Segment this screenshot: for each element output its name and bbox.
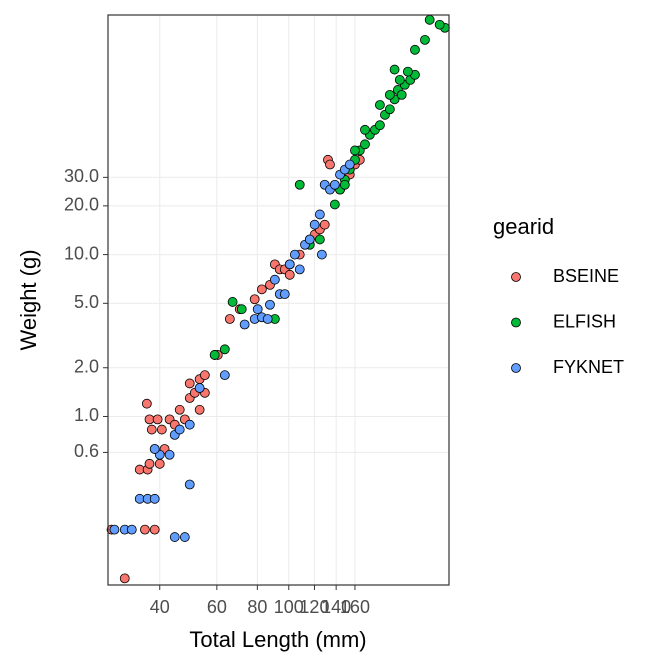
point (350, 145, 360, 156)
point (174, 404, 185, 415)
point (325, 159, 335, 170)
point (420, 34, 430, 45)
point (256, 284, 267, 295)
legend-label: ELFISH (553, 311, 616, 331)
point (146, 424, 157, 435)
panel-border (107, 14, 450, 586)
point (224, 314, 235, 324)
point (314, 209, 325, 220)
points (106, 14, 450, 584)
point (389, 64, 400, 75)
point (424, 14, 435, 25)
point (236, 304, 247, 315)
y-tick-label: 10.0 (64, 243, 99, 263)
point (144, 458, 155, 469)
x-tick-label: 160 (340, 597, 370, 617)
point (227, 297, 238, 307)
y-tick-label: 30.0 (64, 166, 99, 186)
point (344, 159, 355, 170)
point (126, 524, 137, 535)
point (199, 370, 210, 381)
point (269, 274, 280, 285)
point (152, 414, 163, 425)
point (384, 89, 395, 100)
point (184, 378, 195, 389)
point (329, 179, 340, 190)
point (410, 44, 420, 55)
point (262, 314, 273, 324)
point (360, 124, 370, 135)
y-tick-label: 5.0 (74, 292, 99, 312)
point (294, 264, 305, 275)
point (384, 104, 395, 115)
point (149, 444, 160, 454)
point (434, 19, 445, 30)
x-tick-label: 120 (299, 597, 329, 617)
point (140, 524, 150, 535)
point (109, 524, 120, 535)
y-axis-title: Weight (g) (16, 249, 41, 350)
point (252, 304, 263, 315)
point (219, 370, 230, 381)
point (194, 404, 205, 415)
y-tick-label: 2.0 (74, 356, 99, 376)
legend-key (511, 317, 521, 328)
point (219, 344, 230, 355)
point (339, 179, 350, 190)
point (396, 89, 407, 100)
x-axis-title: Total Length (mm) (189, 627, 366, 652)
point (184, 419, 195, 430)
point (284, 269, 295, 280)
point (239, 319, 250, 330)
y-tick-label: 0.6 (74, 441, 99, 461)
point (179, 532, 190, 542)
point (402, 66, 413, 77)
point (279, 289, 290, 300)
point (144, 414, 155, 425)
point (249, 294, 260, 305)
point (289, 249, 300, 260)
point (174, 424, 185, 435)
point (209, 350, 220, 360)
point (265, 299, 275, 310)
point (169, 532, 180, 542)
x-tick-label: 80 (247, 597, 267, 617)
point (141, 398, 152, 409)
y-tick-label: 20.0 (64, 195, 99, 215)
x-tick-label: 60 (207, 597, 227, 617)
point (154, 458, 165, 469)
legend-title: gearid (493, 214, 554, 239)
point (319, 219, 330, 230)
point (309, 219, 320, 230)
legend-key (511, 272, 521, 282)
point (304, 234, 315, 245)
point (164, 449, 175, 460)
point (314, 234, 325, 245)
point (374, 100, 385, 110)
y-tick-label: 1.0 (74, 405, 99, 425)
point (294, 179, 305, 190)
x-tick-label: 140 (321, 597, 351, 617)
point (394, 74, 405, 85)
point (156, 424, 167, 435)
x-tick-label: 100 (274, 597, 304, 617)
point (149, 524, 160, 535)
point (284, 259, 295, 270)
legend-key (511, 363, 521, 373)
point (184, 479, 195, 490)
point (374, 120, 385, 131)
point (149, 493, 160, 504)
point (360, 139, 370, 150)
point (119, 573, 130, 584)
point (329, 199, 340, 210)
point (194, 383, 205, 393)
x-tick-label: 40 (150, 597, 170, 617)
legend-label: FYKNET (553, 357, 624, 377)
legend-label: BSEINE (553, 266, 619, 286)
point (316, 249, 327, 260)
